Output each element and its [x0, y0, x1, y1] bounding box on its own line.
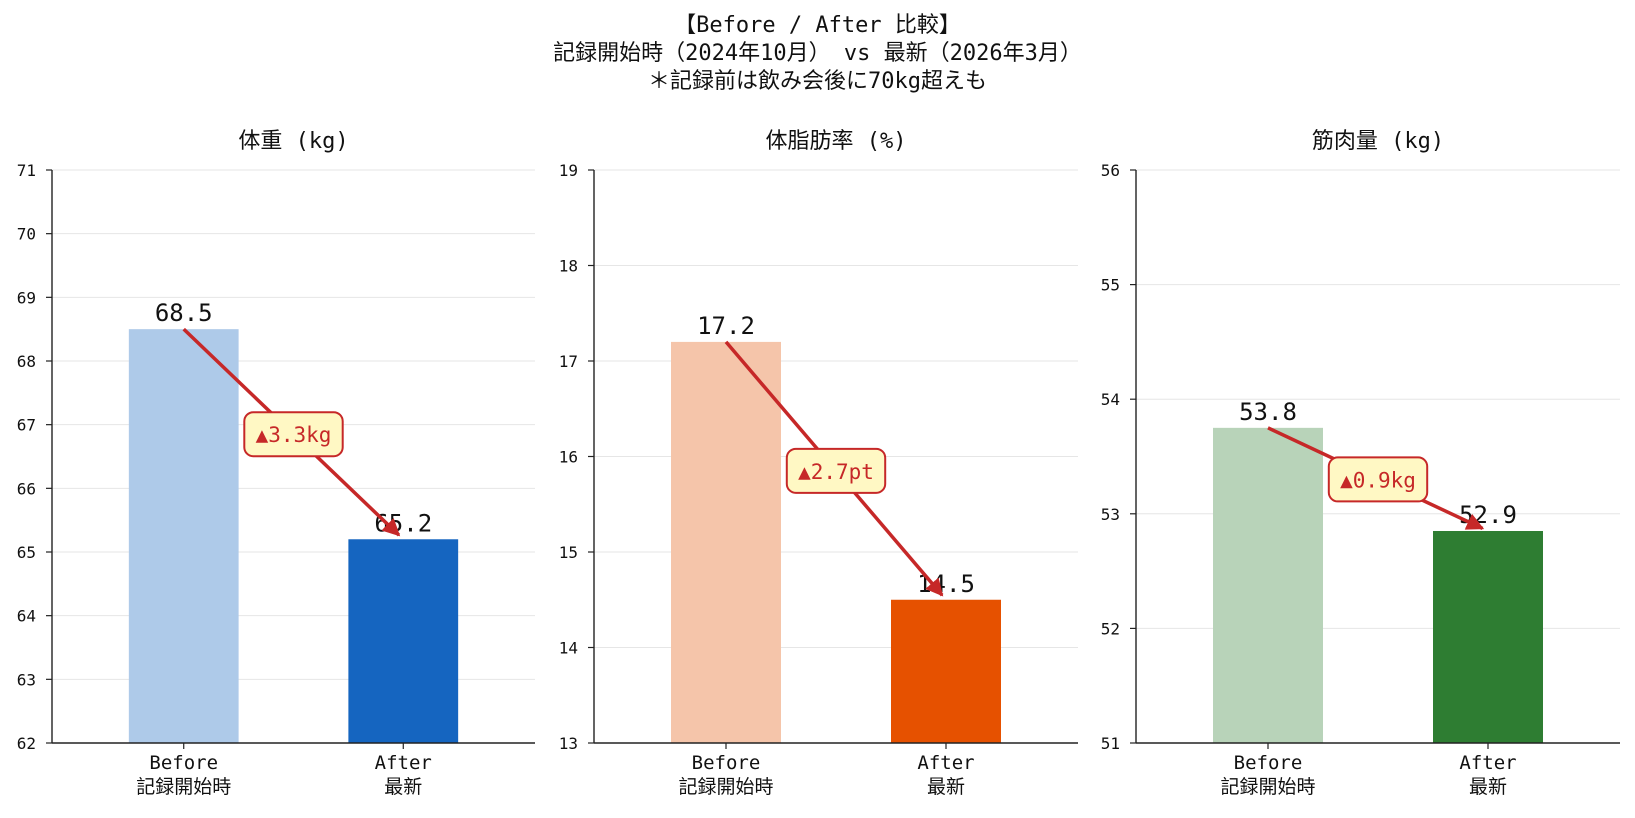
change-annotation-label: ▲2.7pt	[798, 460, 874, 484]
y-tick-label: 52	[1101, 619, 1120, 638]
figure-title-line-1: 【Before / After 比較】	[674, 13, 961, 38]
value-label: 52.9	[1459, 501, 1517, 529]
x-tick-label: After	[917, 752, 974, 774]
subplot-title: 体重 (kg)	[238, 129, 348, 154]
y-tick-label: 56	[1101, 161, 1120, 180]
x-tick-label: After	[375, 752, 432, 774]
y-tick-label: 66	[17, 479, 36, 498]
y-tick-label: 13	[559, 734, 578, 753]
value-label: 53.8	[1239, 398, 1297, 426]
change-annotation-label: ▲0.9kg	[1340, 468, 1416, 492]
subplot-title: 筋肉量 (kg)	[1312, 129, 1444, 154]
bar-before	[1213, 427, 1323, 743]
y-tick-label: 17	[559, 352, 578, 371]
x-tick-sublabel: 最新	[927, 776, 965, 798]
bar-after	[891, 599, 1001, 743]
y-tick-label: 54	[1101, 390, 1120, 409]
value-label: 68.5	[155, 299, 213, 327]
change-annotation-box	[243, 411, 344, 458]
y-tick-label: 67	[17, 416, 36, 435]
y-tick-label: 70	[17, 225, 36, 244]
bar-before	[671, 341, 781, 743]
y-tick-label: 55	[1101, 276, 1120, 295]
x-tick-label: After	[1459, 752, 1516, 774]
y-tick-label: 16	[559, 448, 578, 467]
x-tick-sublabel: 記録開始時	[678, 776, 773, 798]
y-tick-label: 63	[17, 670, 36, 689]
y-tick-label: 68	[17, 352, 36, 371]
subplot-2: 体脂肪率 (%)1314151617181917.2Before記録開始時14.…	[559, 129, 1078, 798]
bar-before	[128, 329, 239, 743]
y-tick-label: 15	[559, 543, 578, 562]
y-tick-label: 65	[17, 543, 36, 562]
x-tick-sublabel: 記録開始時	[1220, 776, 1315, 798]
bar-after	[1433, 530, 1543, 743]
subplot-title: 体脂肪率 (%)	[766, 129, 907, 154]
value-label: 17.2	[697, 312, 755, 340]
change-annotation-box	[1327, 456, 1429, 503]
x-tick-sublabel: 記録開始時	[136, 776, 231, 798]
y-tick-label: 14	[559, 639, 578, 658]
change-annotation-box	[785, 447, 887, 494]
x-tick-sublabel: 最新	[384, 776, 422, 798]
y-tick-label: 62	[17, 734, 36, 753]
change-annotation-label: ▲3.3kg	[256, 423, 332, 447]
y-tick-label: 64	[17, 607, 36, 626]
figure-title: 【Before / After 比較】 記録開始時（2024年10月） vs 最…	[0, 12, 1635, 96]
value-label: 65.2	[374, 509, 432, 537]
y-tick-label: 71	[17, 161, 36, 180]
figure-title-line-2: 記録開始時（2024年10月） vs 最新（2026年3月）	[553, 41, 1082, 66]
subplot-1: 体重 (kg) 62 63 64 65 66 67 68 69 70 71 68.5 Before記録開…	[17, 129, 535, 798]
y-tick-label: 53	[1101, 505, 1120, 524]
x-tick-sublabel: 最新	[1469, 776, 1507, 798]
y-tick-label: 19	[559, 161, 578, 180]
bar-after	[348, 539, 459, 743]
figure-title-line-3: ＊記録前は飲み会後に70kg超えも	[648, 69, 987, 94]
y-tick-label: 69	[17, 288, 36, 307]
x-tick-label: Before	[149, 752, 218, 774]
y-tick-label: 18	[559, 257, 578, 276]
x-tick-label: Before	[1234, 752, 1303, 774]
y-tick-label: 51	[1101, 734, 1120, 753]
x-tick-label: Before	[692, 752, 761, 774]
